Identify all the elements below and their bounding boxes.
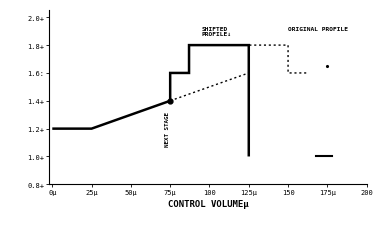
Text: NEXT STAGE: NEXT STAGE <box>164 111 169 146</box>
Text: SHIFTED
PROFILE↓: SHIFTED PROFILE↓ <box>201 27 232 37</box>
X-axis label: CONTROL VOLUMEµ: CONTROL VOLUMEµ <box>167 199 248 208</box>
Text: ORIGINAL PROFILE: ORIGINAL PROFILE <box>288 27 348 32</box>
